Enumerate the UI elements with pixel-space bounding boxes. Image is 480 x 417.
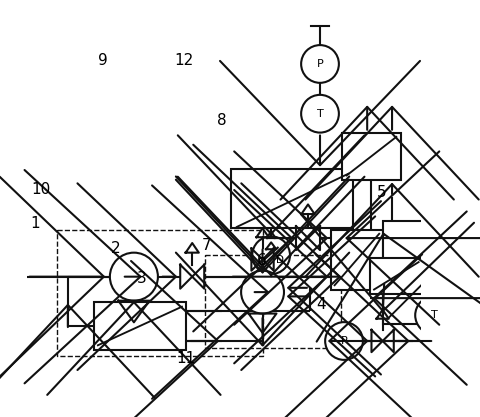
Text: D: D [276,254,284,264]
Text: 6: 6 [256,253,266,268]
Text: 9: 9 [98,53,108,68]
Text: P: P [341,336,348,346]
Text: 12: 12 [174,53,193,68]
Text: 5: 5 [377,185,386,200]
Bar [331,229,383,289]
Text: 1: 1 [30,216,40,231]
Text: P: P [317,59,324,69]
Circle shape [252,236,290,274]
Bar [370,258,423,294]
Circle shape [241,271,284,314]
Text: 8: 8 [217,113,227,128]
Text: 3: 3 [137,271,147,286]
Circle shape [325,322,363,360]
Bar [383,221,480,324]
Bar [94,302,186,349]
Text: 4: 4 [316,296,326,311]
Circle shape [110,253,158,301]
Text: T: T [431,310,437,320]
Bar [205,255,341,348]
Text: 7: 7 [202,238,212,253]
Bar [231,169,353,228]
Text: T: T [317,109,324,119]
Text: 10: 10 [31,182,50,197]
Circle shape [415,296,453,334]
Text: 2: 2 [110,241,120,256]
Text: 11: 11 [176,351,195,366]
Circle shape [301,95,339,133]
Bar [57,229,263,357]
Bar [342,133,401,180]
Circle shape [301,45,339,83]
